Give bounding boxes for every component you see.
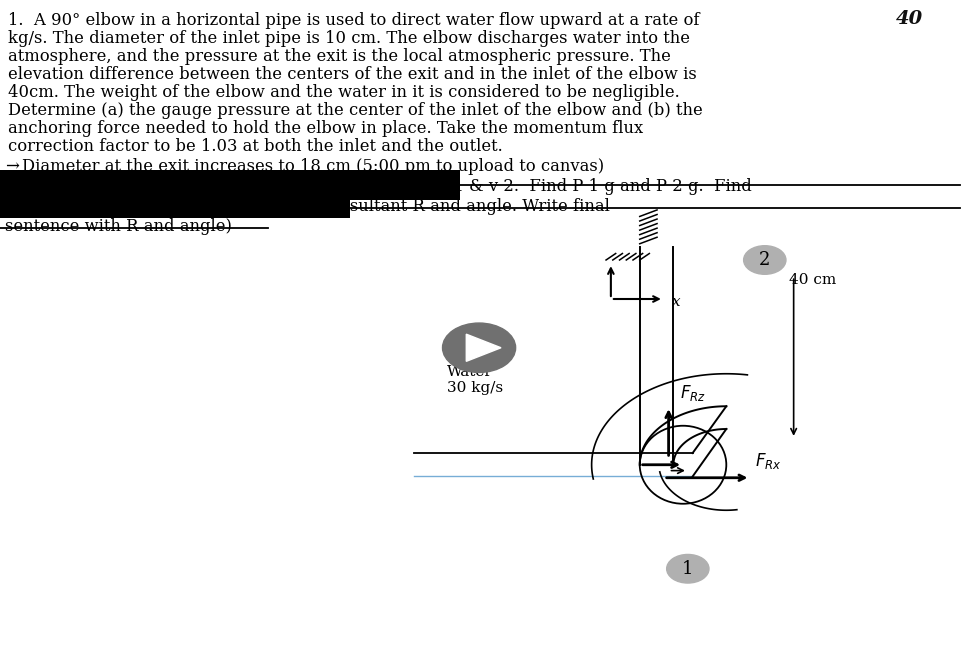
Text: Diameter at the exit increases to 18 cm (5:00 pm to upload to canvas): Diameter at the exit increases to 18 cm … (22, 158, 604, 175)
Text: 1.  A 90° elbow in a horizontal pipe is used to direct water flow upward at a ra: 1. A 90° elbow in a horizontal pipe is u… (8, 12, 699, 29)
Circle shape (442, 323, 515, 372)
Text: 40cm. The weight of the elbow and the water in it is considered to be negligible: 40cm. The weight of the elbow and the wa… (8, 84, 679, 101)
Polygon shape (466, 334, 501, 361)
Text: 40 cm: 40 cm (788, 273, 835, 287)
Text: atmosphere, and the pressure at the exit is the local atmospheric pressure. The: atmosphere, and the pressure at the exit… (8, 48, 670, 65)
Bar (0, 192, 350, 218)
Circle shape (666, 554, 708, 583)
Text: F P 1 and F P 2.  Find Rx and R y. Find resultant R and angle. Write final: F P 1 and F P 2. Find Rx and R y. Find r… (5, 198, 609, 215)
Text: 2: 2 (758, 251, 770, 269)
Text: $F_{Rx}$: $F_{Rx}$ (754, 451, 781, 471)
Text: Water: Water (447, 365, 492, 379)
Text: 30 kg/s: 30 kg/s (447, 381, 503, 395)
Text: 40: 40 (895, 10, 923, 28)
Circle shape (743, 246, 785, 274)
Text: anchoring force needed to hold the elbow in place. Take the momentum flux: anchoring force needed to hold the elbow… (8, 120, 643, 137)
Text: elevation difference between the centers of the exit and in the inlet of the elb: elevation difference between the centers… (8, 66, 696, 83)
Text: →: → (5, 158, 19, 175)
Bar (0, 185, 90, 215)
Text: 1: 1 (681, 560, 693, 578)
Text: correction factor to be 1.03 at both the inlet and the outlet.: correction factor to be 1.03 at both the… (8, 138, 503, 155)
Text: kg/s. The diameter of the inlet pipe is 10 cm. The elbow discharges water into t: kg/s. The diameter of the inlet pipe is … (8, 30, 689, 47)
Text: Determine (a) the gauge pressure at the center of the inlet of the elbow and (b): Determine (a) the gauge pressure at the … (8, 102, 702, 119)
Text: sentence with R and angle): sentence with R and angle) (5, 218, 232, 235)
Text: $F_{Rz}$: $F_{Rz}$ (679, 383, 705, 403)
Text: x: x (671, 295, 679, 309)
Bar (0, 170, 459, 200)
Text: x am (find v 1 & v 2.  Find P 1 g and P 2 g.  Find: x am (find v 1 & v 2. Find P 1 g and P 2… (350, 178, 751, 195)
